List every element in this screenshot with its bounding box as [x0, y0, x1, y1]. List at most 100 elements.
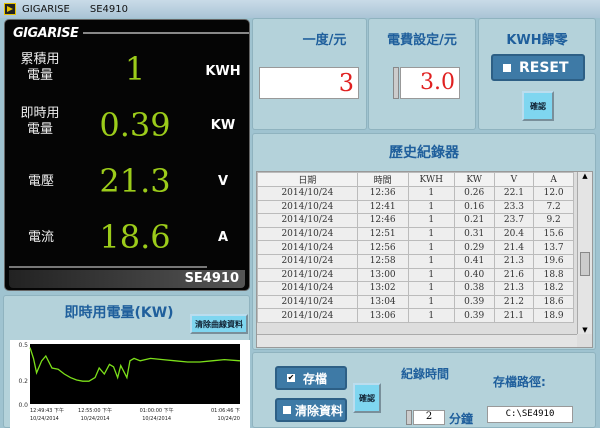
reading-voltage: 電壓 21.3 V — [5, 160, 249, 210]
save-label: 存檔 — [303, 371, 328, 386]
table-cell: 12:41 — [356, 199, 409, 215]
table-cell: 12.0 — [533, 186, 574, 201]
reading-label: 累積用電量 — [20, 52, 60, 83]
column-header: KWH — [407, 172, 455, 187]
title-bar: GIGARISE SE4910 — [0, 0, 600, 18]
x-tick-label: 10/24/2014 — [81, 416, 110, 422]
rate-spinner[interactable] — [393, 67, 399, 99]
table-cell: 12:36 — [356, 186, 409, 201]
reading-value: 18.6 — [99, 218, 171, 256]
path-input[interactable]: C:\SE4910 — [487, 406, 573, 423]
table-cell: 13:06 — [356, 308, 409, 323]
table-cell: 18.6 — [533, 294, 574, 310]
gigarise-logo: GIGARISE — [13, 26, 79, 41]
table-cell: 2014/10/24 — [257, 213, 358, 228]
table-cell: 1 — [407, 267, 455, 283]
table-cell: 20.4 — [493, 226, 535, 242]
price-title: 一度/元 — [302, 33, 347, 48]
model-label: SE4910 — [9, 270, 245, 288]
reading-unit: KWH — [205, 64, 241, 79]
record-panel: ✔ 存檔 清除資料 確認 紀錄時間 2 分鐘 存檔路徑: C:\SE4910 — [252, 352, 596, 428]
reading-current: 電流 18.6 A — [5, 216, 249, 266]
table-cell: 0.16 — [453, 199, 495, 215]
column-header: 日期 — [257, 172, 358, 187]
reading-unit: V — [217, 174, 229, 189]
reading-energy: 累積用電量 1 KWH — [5, 48, 249, 98]
table-cell: 22.1 — [493, 186, 535, 201]
kwh-reset-panel: KWH歸零 RESET 確認 — [478, 18, 596, 130]
table-cell: 1 — [407, 199, 455, 215]
table-cell: 1 — [407, 213, 455, 228]
checkbox-icon — [283, 406, 291, 414]
table-cell: 2014/10/24 — [257, 199, 358, 215]
table-cell: 0.21 — [453, 213, 495, 228]
table-cell: 2014/10/24 — [257, 267, 358, 283]
table-cell: 2014/10/24 — [257, 294, 358, 310]
table-row[interactable]: 2014/10/24 13:04 1 0.39 21.2 18.6 — [257, 294, 574, 310]
table-cell: 0.29 — [453, 240, 495, 255]
history-table: 日期 時間 KWH KW V A 2014/10/24 12:36 1 0.26 22.1 12.0 2… — [257, 172, 574, 323]
table-cell: 19.6 — [533, 253, 574, 269]
x-tick-label: 10/24/2014 — [142, 416, 171, 422]
table-cell: 13:02 — [356, 281, 409, 296]
history-table-container: 日期 時間 KWH KW V A 2014/10/24 12:36 1 0.26 22.1 12.0 2… — [256, 171, 593, 348]
table-row[interactable]: 2014/10/24 13:06 1 0.39 21.1 18.9 — [257, 308, 574, 323]
table-cell: 0.38 — [453, 281, 495, 296]
save-toggle[interactable]: ✔ 存檔 — [275, 366, 347, 390]
reading-label: 電流 — [27, 230, 54, 245]
clear-curve-button[interactable]: 清除曲線資料 — [190, 314, 248, 334]
reset-button[interactable]: RESET — [491, 54, 585, 81]
table-cell: 21.6 — [493, 267, 535, 283]
horizontal-scrollbar[interactable] — [257, 334, 577, 347]
table-cell: 23.3 — [493, 199, 535, 215]
table-row[interactable]: 2014/10/24 13:02 1 0.38 21.3 18.2 — [257, 281, 574, 296]
interval-spinner[interactable] — [406, 410, 412, 425]
table-cell: 12:51 — [356, 226, 409, 242]
app-icon — [4, 3, 16, 15]
price-display: 3 — [259, 67, 359, 99]
column-header: A — [533, 172, 574, 187]
reset-confirm-button[interactable]: 確認 — [522, 91, 554, 121]
interval-input[interactable]: 2 — [413, 410, 445, 425]
table-cell: 2014/10/24 — [257, 226, 358, 242]
scroll-down-icon[interactable]: ▼ — [582, 326, 588, 334]
table-cell: 21.2 — [493, 294, 535, 310]
app-name: GIGARISE — [22, 3, 70, 15]
table-cell: 21.3 — [493, 281, 535, 296]
history-panel: 歷史紀錄器 日期 時間 KWH KW V A 2014/10/24 12:36 1 0.26 22.… — [252, 133, 596, 350]
vertical-scrollbar[interactable]: ▲ ▼ — [577, 172, 592, 334]
clear-data-toggle[interactable]: 清除資料 — [275, 398, 347, 422]
chart-title: 即時用電量(KW) — [64, 305, 174, 321]
y-tick-label: 0.0 — [18, 402, 28, 409]
record-confirm-button[interactable]: 確認 — [353, 383, 381, 413]
table-cell: 18.8 — [533, 267, 574, 283]
table-cell: 0.40 — [453, 267, 495, 283]
table-row[interactable]: 2014/10/24 12:36 1 0.26 22.1 12.0 — [257, 186, 574, 201]
table-cell: 0.39 — [453, 308, 495, 323]
table-cell: 0.41 — [453, 253, 495, 269]
table-row[interactable]: 2014/10/24 12:41 1 0.16 23.3 7.2 — [257, 199, 574, 215]
table-cell: 0.39 — [453, 294, 495, 310]
table-cell: 15.6 — [533, 226, 574, 242]
table-cell: 12:56 — [356, 240, 409, 255]
reading-value: 0.39 — [99, 106, 171, 144]
rate-input[interactable]: 3.0 — [400, 67, 460, 99]
table-cell: 0.26 — [453, 186, 495, 201]
scroll-thumb[interactable] — [580, 252, 590, 276]
interval-label: 紀錄時間 — [401, 367, 450, 381]
window-model: SE4910 — [89, 3, 128, 15]
column-header: KW — [453, 172, 495, 187]
table-cell: 1 — [407, 281, 455, 296]
checkbox-checked-icon: ✔ — [287, 373, 295, 382]
scroll-up-icon[interactable]: ▲ — [582, 172, 588, 180]
table-row[interactable]: 2014/10/24 12:51 1 0.31 20.4 15.6 — [257, 226, 574, 242]
table-row[interactable]: 2014/10/24 12:56 1 0.29 21.4 13.7 — [257, 240, 574, 255]
y-tick-label: 0.2 — [18, 378, 28, 385]
reset-label: RESET — [519, 59, 569, 76]
reading-unit: KW — [210, 118, 236, 133]
table-row[interactable]: 2014/10/24 12:46 1 0.21 23.7 9.2 — [257, 213, 574, 228]
table-row[interactable]: 2014/10/24 13:00 1 0.40 21.6 18.8 — [257, 267, 574, 283]
table-row[interactable]: 2014/10/24 12:58 1 0.41 21.3 19.6 — [257, 253, 574, 269]
y-tick-label: 0.5 — [18, 342, 28, 349]
table-cell: 1 — [407, 186, 455, 201]
